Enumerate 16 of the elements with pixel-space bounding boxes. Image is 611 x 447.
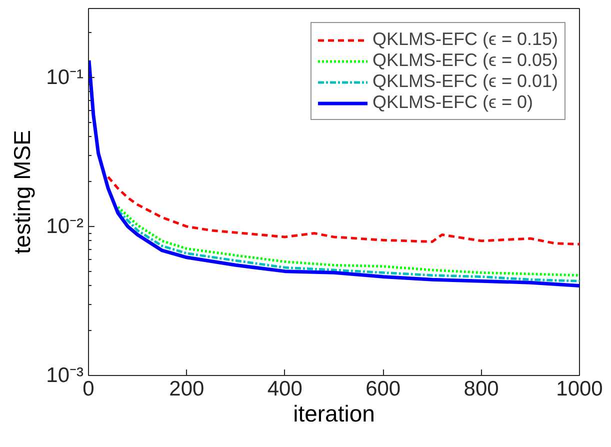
x-tick-label: 0 — [82, 378, 94, 400]
y-tick-label: 10⁻¹ — [46, 66, 84, 89]
x-tick-label: 600 — [366, 378, 401, 400]
x-tick-label: 1000 — [556, 378, 603, 400]
y-axis-title: testing MSE — [9, 130, 36, 254]
legend-label: QKLMS-EFC (ϵ = 0) — [372, 92, 533, 113]
x-axis-title: iteration — [293, 400, 375, 426]
x-tick-label: 200 — [169, 378, 204, 400]
x-tick-label: 400 — [267, 378, 302, 400]
y-tick-label: 10⁻³ — [46, 364, 84, 387]
line-series — [106, 176, 580, 246]
x-tick-label: 800 — [464, 378, 499, 400]
y-tick-label: 10⁻² — [46, 214, 84, 238]
legend-label: QKLMS-EFC (ϵ = 0.15) — [372, 29, 558, 50]
legend-label: QKLMS-EFC (ϵ = 0.05) — [372, 50, 558, 71]
legend-label: QKLMS-EFC (ϵ = 0.01) — [372, 71, 558, 92]
